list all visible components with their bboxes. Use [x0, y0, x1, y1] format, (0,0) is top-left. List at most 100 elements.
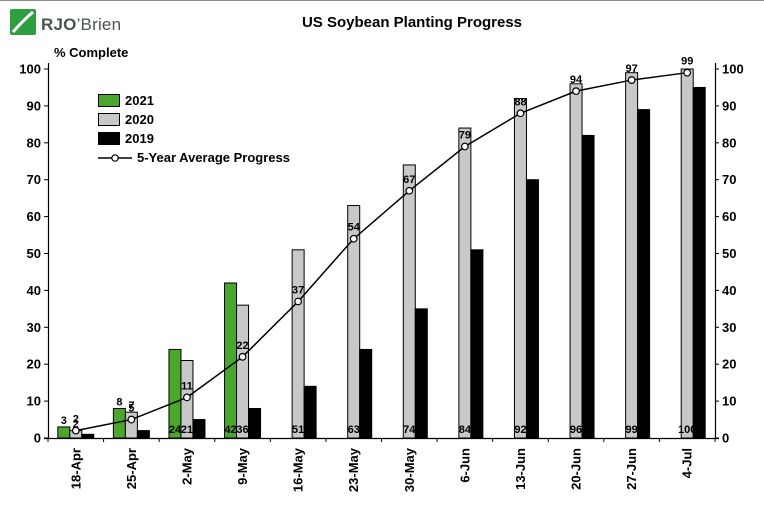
y-tick-label-right: 80 — [722, 135, 736, 150]
x-tick-label: 4-Jul — [680, 448, 695, 478]
y-tick-label-left: 100 — [19, 62, 41, 77]
y-tick-label-right: 60 — [722, 209, 736, 224]
avg-marker — [460, 142, 469, 151]
legend-item-2019: 2019 — [98, 129, 290, 148]
bar-2020 — [569, 83, 583, 439]
y-tick-label-right: 40 — [722, 283, 736, 298]
line-label: 22 — [236, 340, 248, 352]
bar-2019 — [414, 308, 428, 439]
avg-marker — [127, 415, 136, 424]
avg-marker — [349, 234, 358, 243]
bar-2019 — [581, 134, 595, 439]
y-tick-label-left: 50 — [27, 246, 41, 261]
rjobrien-logo: RJO’Brien — [10, 9, 121, 40]
bar-2019 — [470, 249, 484, 439]
bar-label: 36 — [236, 424, 248, 436]
y-tick-label-right: 50 — [722, 246, 736, 261]
bar-2020 — [513, 98, 527, 439]
legend-item-2021: 2021 — [98, 91, 290, 110]
bar-label: 2 — [73, 419, 79, 431]
line-label: 99 — [681, 56, 693, 68]
x-tick-label: 25-Apr — [124, 448, 139, 489]
y-tick-label-right: 0 — [722, 431, 729, 446]
x-tick-label: 27-Jun — [624, 448, 639, 490]
legend-label-2020: 2020 — [125, 112, 154, 127]
bar-label: 99 — [626, 424, 638, 436]
legend-label-2021: 2021 — [125, 93, 154, 108]
x-tick-label: 23-May — [346, 447, 361, 492]
bar-label: 24 — [169, 424, 182, 436]
avg-marker — [294, 297, 303, 306]
bar-2019 — [192, 419, 206, 439]
line-label: 67 — [403, 174, 415, 186]
legend-item-average: 5-Year Average Progress — [98, 148, 290, 167]
bar-2019 — [136, 430, 150, 439]
avg-line — [75, 71, 688, 432]
bar-2020 — [291, 249, 305, 439]
bar-2021 — [57, 426, 71, 439]
brand-text: RJO’Brien — [41, 15, 121, 35]
line-label: 97 — [626, 63, 638, 75]
brand-text-light: ’Brien — [76, 14, 122, 34]
line-label: 54 — [348, 222, 361, 234]
bar-label: 96 — [570, 424, 582, 436]
bar-label: 42 — [224, 424, 236, 436]
bar-label: 92 — [514, 424, 526, 436]
bar-label: 100 — [678, 424, 696, 436]
y-tick-label-left: 20 — [27, 357, 41, 372]
legend-swatch-2019 — [98, 132, 120, 145]
x-tick-label: 20-Jun — [569, 448, 584, 490]
y-tick-label-left: 70 — [27, 172, 41, 187]
bar-label: 3 — [61, 415, 67, 427]
avg-marker — [238, 352, 247, 361]
avg-marker — [627, 76, 636, 84]
legend-line-marker-icon — [98, 153, 132, 163]
avg-marker — [71, 426, 80, 435]
legend-swatch-2020 — [98, 113, 120, 126]
legend-label-average: 5-Year Average Progress — [137, 150, 290, 165]
bar-label: 84 — [459, 424, 472, 436]
bar-label: 21 — [181, 424, 193, 436]
avg-marker — [405, 186, 414, 195]
avg-marker — [516, 109, 525, 118]
bar-2019 — [525, 179, 539, 439]
avg-marker — [572, 87, 580, 96]
x-tick-label: 18-Apr — [68, 448, 83, 489]
x-tick-label: 6-Jun — [457, 448, 472, 483]
avg-marker — [183, 393, 191, 402]
legend-item-2020: 2020 — [98, 110, 290, 129]
y-tick-label-right: 90 — [722, 98, 736, 113]
y-tick-label-left: 10 — [27, 394, 41, 409]
line-label: 79 — [459, 129, 471, 141]
y-tick-label-left: 0 — [34, 431, 41, 446]
y-tick-label-left: 90 — [27, 98, 41, 113]
bar-2020 — [458, 127, 472, 439]
line-label: 5 — [128, 403, 134, 415]
bar-2020 — [625, 72, 639, 439]
bar-2019 — [359, 348, 373, 439]
avg-marker — [683, 68, 692, 77]
y-axis-title: % Complete — [54, 45, 129, 60]
bar-label: 8 — [116, 396, 122, 408]
bar-2020 — [680, 68, 694, 439]
bar-2020 — [236, 304, 250, 439]
y-tick-label-right: 20 — [722, 357, 736, 372]
legend-label-2019: 2019 — [125, 131, 154, 146]
bar-2020 — [347, 205, 361, 439]
line-label: 2 — [73, 414, 79, 426]
bar-label: 7 — [128, 400, 134, 412]
rjobrien-logo-icon — [10, 9, 36, 40]
bar-2019 — [303, 385, 317, 439]
x-tick-label: 9-May — [235, 447, 250, 485]
y-tick-label-left: 40 — [27, 283, 41, 298]
y-tick-label-left: 30 — [27, 320, 41, 335]
line-label: 94 — [570, 74, 583, 86]
y-tick-label-left: 80 — [27, 135, 41, 150]
brand-text-bold: RJO — [41, 14, 77, 34]
bar-2019 — [637, 109, 651, 439]
y-tick-label-right: 70 — [722, 172, 736, 187]
bar-2019 — [81, 433, 95, 439]
y-tick-label-right: 30 — [722, 320, 736, 335]
